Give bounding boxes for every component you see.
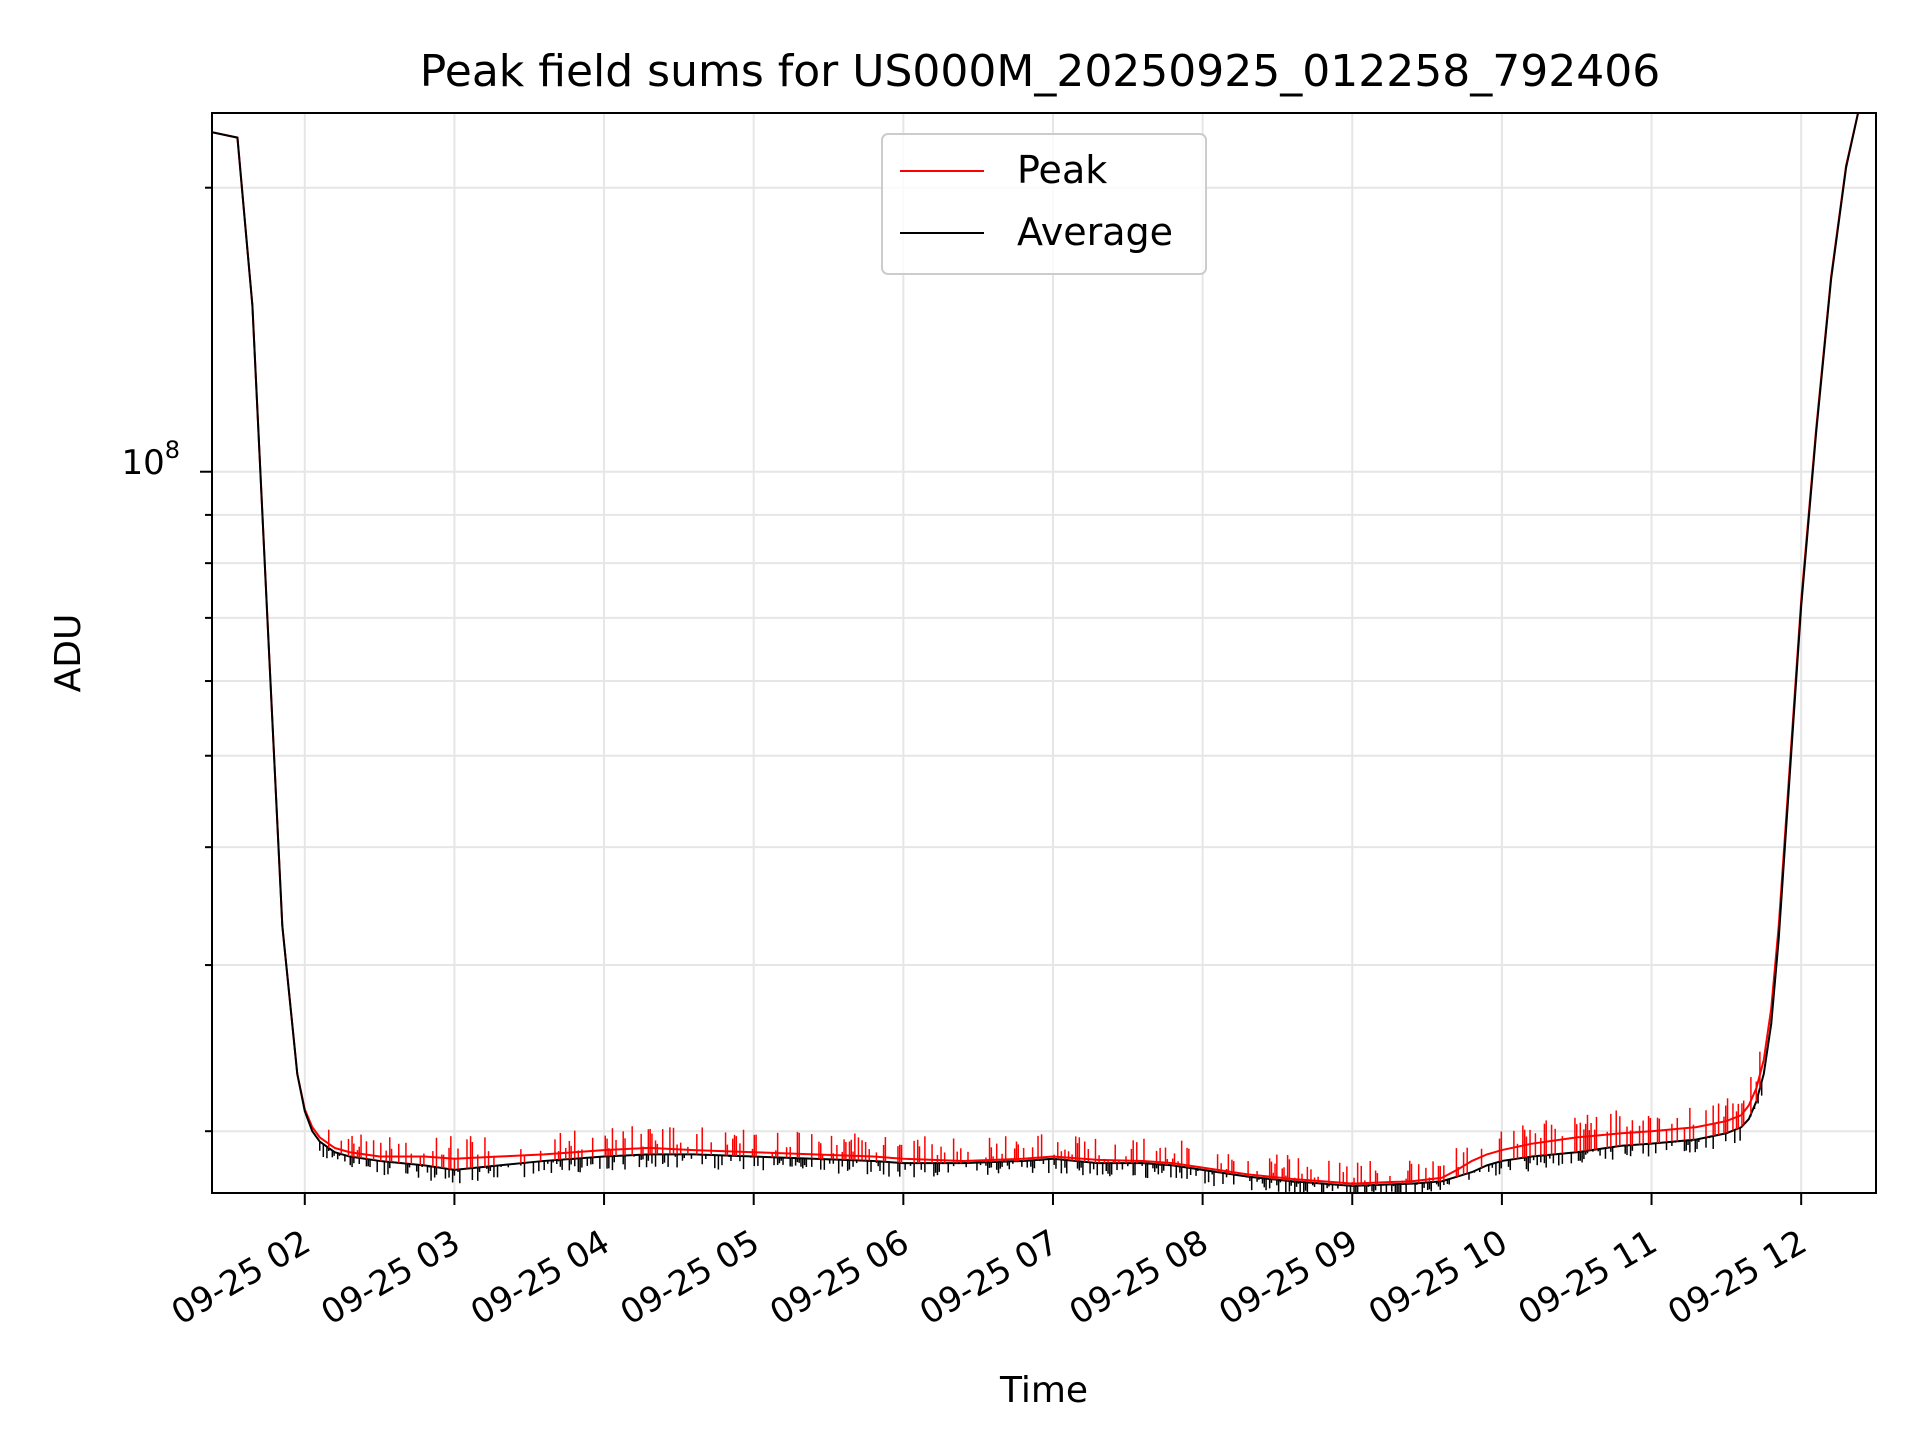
plot-area-frame (211, 112, 1877, 1194)
y-tick-exponent: 8 (165, 436, 180, 464)
y-axis-label: ADU (48, 614, 89, 693)
y-tick-base: 10 (121, 443, 164, 483)
legend-box (881, 133, 1207, 275)
grid (212, 113, 1876, 1193)
series-lines (212, 113, 1876, 1193)
x-axis-label: Time (999, 1370, 1088, 1411)
y-axis-major-tick-label: 108 (121, 436, 180, 483)
chart-title: Peak field sums for US000M_20250925_0122… (420, 46, 1660, 97)
noise-spikes (318, 1051, 1763, 1193)
legend-average-label: Average (1017, 210, 1173, 254)
legend: Peak Average (881, 133, 1207, 275)
legend-peak-label: Peak (1017, 148, 1107, 192)
